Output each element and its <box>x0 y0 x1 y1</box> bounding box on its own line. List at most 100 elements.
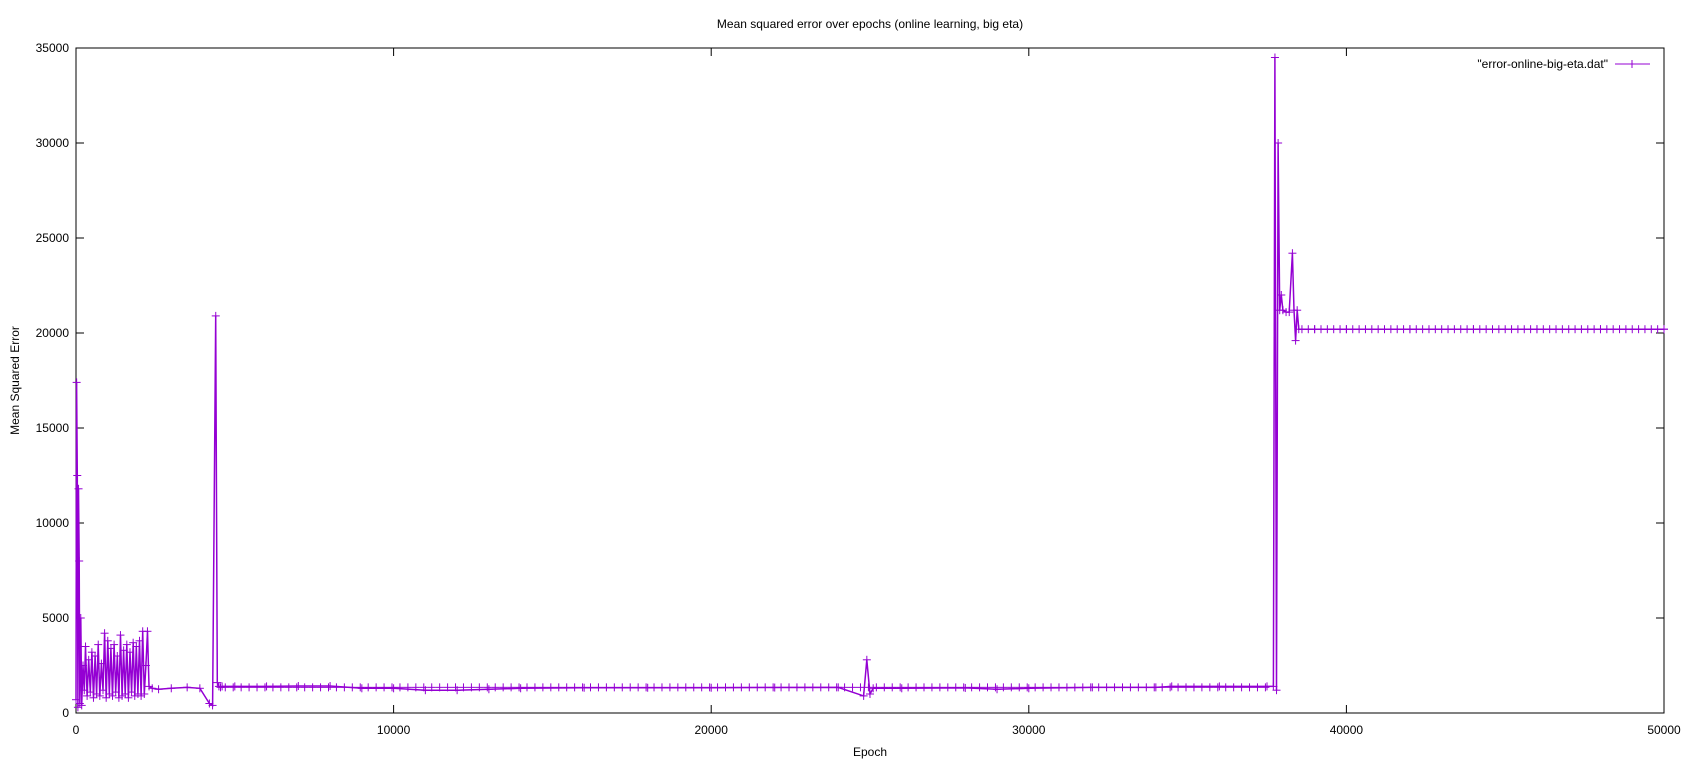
data-point <box>116 631 125 640</box>
data-point <box>137 691 146 700</box>
data-point <box>1274 139 1283 147</box>
data-point <box>111 688 120 697</box>
data-point <box>113 652 122 660</box>
y-tick-label: 5000 <box>42 611 69 625</box>
data-point <box>114 693 123 702</box>
data-point <box>1293 306 1302 315</box>
data-point <box>95 691 104 700</box>
data-point <box>1272 686 1281 695</box>
y-axis-label: Mean Squared Error <box>8 326 22 435</box>
data-point <box>869 684 878 693</box>
legend-entry-label: "error-online-big-eta.dat" <box>1477 57 1608 71</box>
data-point <box>84 655 93 664</box>
y-tick-label: 30000 <box>36 136 70 150</box>
data-point <box>98 686 107 695</box>
y-tick-label: 25000 <box>36 231 70 245</box>
data-point <box>866 690 874 698</box>
data-point <box>183 683 192 692</box>
data-point <box>100 629 109 638</box>
data-point <box>484 685 493 694</box>
data-point <box>73 471 82 480</box>
data-point <box>102 693 111 702</box>
data-point <box>121 690 130 698</box>
data-point <box>122 640 131 649</box>
data-point <box>262 682 271 691</box>
data-point <box>211 311 220 320</box>
data-point <box>1024 684 1033 693</box>
data-point <box>86 688 95 697</box>
x-tick-label: 20000 <box>695 723 729 737</box>
data-point <box>135 636 144 645</box>
y-tick-label: 20000 <box>36 326 70 340</box>
data-point <box>1269 682 1278 691</box>
data-point <box>993 685 1002 694</box>
data-point <box>75 557 84 565</box>
data-point <box>103 636 112 645</box>
data-point <box>294 682 303 691</box>
data-point <box>1288 249 1297 258</box>
x-tick-label: 30000 <box>1012 723 1046 737</box>
data-point <box>1278 306 1287 315</box>
data-point <box>108 691 117 700</box>
legend: "error-online-big-eta.dat" <box>1477 57 1650 71</box>
data-point <box>516 684 525 693</box>
chart-title: Mean squared error over epochs (online l… <box>717 17 1023 31</box>
series-group <box>72 53 1668 712</box>
data-point <box>357 684 366 693</box>
data-point <box>213 678 222 687</box>
data-point <box>205 699 214 708</box>
data-point <box>326 682 335 691</box>
data-point <box>118 691 127 700</box>
data-point <box>230 682 239 691</box>
data-point <box>89 693 98 702</box>
data-point <box>127 688 136 697</box>
data-point <box>129 638 138 647</box>
y-tick-label: 10000 <box>36 516 70 530</box>
data-point <box>78 661 87 670</box>
data-point <box>208 701 217 710</box>
data-point <box>1167 682 1176 691</box>
data-point <box>167 684 176 693</box>
data-point <box>91 652 100 660</box>
data-point <box>148 684 157 693</box>
data-point <box>132 642 141 651</box>
data-point <box>145 682 154 691</box>
data-point <box>106 644 115 653</box>
data-point <box>859 691 868 700</box>
data-point <box>73 703 82 712</box>
data-point <box>1291 336 1300 345</box>
x-tick-label: 40000 <box>1330 723 1364 737</box>
data-point <box>124 693 133 702</box>
data-point <box>140 690 149 698</box>
data-point <box>119 646 128 655</box>
series-line <box>75 57 1664 708</box>
plateau-markers <box>221 325 1668 692</box>
y-tick-label: 15000 <box>36 421 70 435</box>
data-point <box>141 661 150 670</box>
data-point <box>125 648 134 657</box>
data-point <box>1215 682 1224 691</box>
data-point <box>81 642 90 651</box>
data-point <box>143 627 152 636</box>
data-point <box>862 655 871 664</box>
y-tick-label: 35000 <box>36 41 70 55</box>
x-tick-label: 10000 <box>377 723 411 737</box>
data-point <box>72 695 80 704</box>
data-point <box>1270 53 1279 62</box>
data-point <box>961 683 970 692</box>
data-point <box>74 484 83 493</box>
data-point <box>97 659 106 668</box>
data-point <box>83 691 92 700</box>
data-point <box>897 684 906 693</box>
data-point <box>80 686 89 695</box>
data-point <box>92 690 101 698</box>
data-point <box>195 684 204 693</box>
x-axis-label: Epoch <box>853 745 887 759</box>
data-point <box>218 682 227 691</box>
data-point <box>154 685 163 694</box>
data-point <box>77 701 86 710</box>
data-point <box>1285 308 1294 317</box>
data-point <box>110 640 119 649</box>
